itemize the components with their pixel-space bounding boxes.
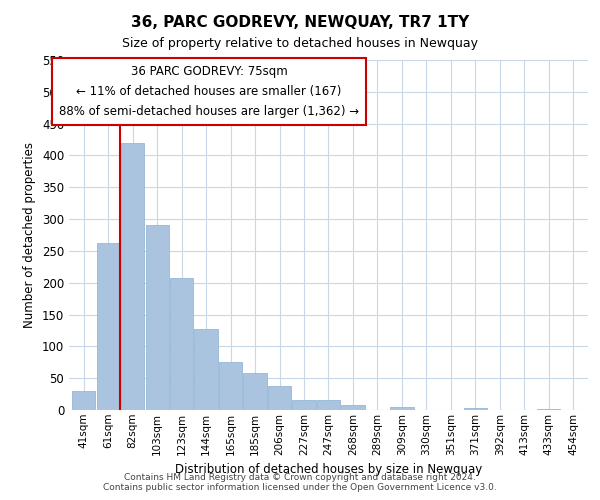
Bar bbox=[194, 329, 218, 410]
Bar bbox=[244, 373, 266, 410]
Bar bbox=[268, 386, 291, 410]
Bar bbox=[146, 226, 169, 410]
Bar bbox=[391, 407, 413, 410]
Bar bbox=[341, 405, 365, 410]
X-axis label: Distribution of detached houses by size in Newquay: Distribution of detached houses by size … bbox=[175, 463, 482, 476]
Text: Contains HM Land Registry data © Crown copyright and database right 2024.
Contai: Contains HM Land Registry data © Crown c… bbox=[103, 473, 497, 492]
Bar bbox=[292, 400, 316, 410]
Bar bbox=[97, 242, 120, 410]
Bar bbox=[537, 408, 560, 410]
Bar bbox=[72, 391, 95, 410]
Bar bbox=[464, 408, 487, 410]
Y-axis label: Number of detached properties: Number of detached properties bbox=[23, 142, 37, 328]
Text: 36 PARC GODREVY: 75sqm
← 11% of detached houses are smaller (167)
88% of semi-de: 36 PARC GODREVY: 75sqm ← 11% of detached… bbox=[59, 66, 359, 118]
Text: 36, PARC GODREVY, NEWQUAY, TR7 1TY: 36, PARC GODREVY, NEWQUAY, TR7 1TY bbox=[131, 15, 469, 30]
Bar bbox=[219, 362, 242, 410]
Text: Size of property relative to detached houses in Newquay: Size of property relative to detached ho… bbox=[122, 38, 478, 51]
Bar bbox=[121, 142, 144, 410]
Bar bbox=[170, 278, 193, 410]
Bar bbox=[317, 400, 340, 410]
